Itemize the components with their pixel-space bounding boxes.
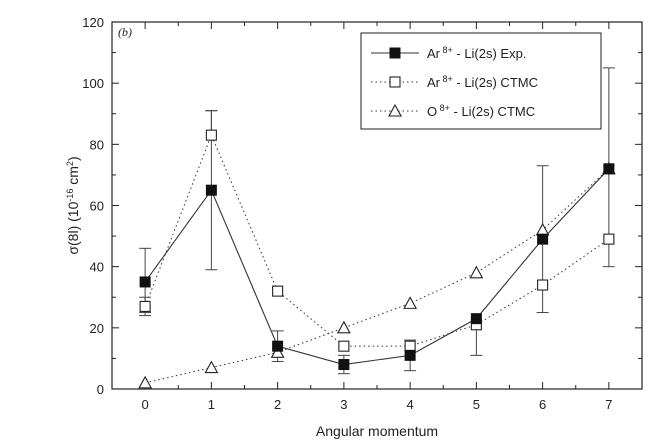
legend-marker — [389, 76, 401, 88]
legend-item-2: Ar 8+ - Li(2s) CTMC — [371, 74, 538, 90]
legend-label: O 8+ - Li(2s) CTMC — [427, 103, 535, 119]
x-tick-label: 5 — [473, 397, 480, 412]
series-2-point — [338, 340, 350, 352]
series-3-point — [204, 360, 219, 374]
y-tick-label: 20 — [90, 321, 104, 336]
legend: Ar 8+ - Li(2s) Exp. Ar 8+ - Li(2s) CTMC O … — [360, 32, 602, 130]
y-axis-title-close: ) — [65, 156, 81, 161]
x-tick-label: 0 — [142, 397, 149, 412]
legend-box — [360, 32, 602, 130]
series-1-point — [603, 163, 615, 175]
panel-label: (b) — [118, 25, 132, 39]
y-tick-label: 40 — [90, 260, 104, 275]
series-layer — [138, 67, 616, 389]
x-tick-label: 6 — [539, 397, 546, 412]
series-1-point — [338, 359, 350, 371]
x-tick-label: 3 — [340, 397, 347, 412]
series-1-point — [404, 349, 416, 361]
series-line-1 — [144, 168, 610, 366]
y-tick-label: 120 — [82, 15, 104, 30]
series-2-point — [404, 340, 416, 352]
x-tick-label: 7 — [605, 397, 612, 412]
y-tick-label: 80 — [90, 137, 104, 152]
series-3-point — [469, 265, 484, 279]
y-axis-title-exponent: -16 — [65, 189, 75, 202]
x-axis-title: Angular momentum — [316, 423, 438, 439]
series-3-point — [403, 296, 418, 309]
legend-label: Ar 8+ - Li(2s) CTMC — [427, 74, 538, 90]
series-1-point — [272, 340, 284, 352]
y-tick-label: 0 — [97, 382, 104, 397]
legend-marker — [389, 47, 401, 59]
y-axis-title: σ(8l) (10-16 cm2) — [65, 156, 81, 254]
series-1-point — [205, 184, 217, 196]
series-2-point — [537, 279, 549, 291]
legend-item-1: Ar 8+ - Li(2s) Exp. — [371, 45, 526, 61]
y-tick-label: 60 — [90, 199, 104, 214]
series-1-point — [470, 313, 482, 325]
series-1-point — [537, 233, 549, 245]
x-tick-label: 2 — [274, 397, 281, 412]
series-3-point — [336, 320, 351, 334]
legend-item-3: O 8+ - Li(2s) CTMC — [371, 103, 535, 119]
series-line-3 — [145, 168, 610, 384]
x-tick-label: 4 — [407, 397, 414, 412]
series-2-point — [603, 233, 615, 245]
x-tick-label: 1 — [208, 397, 215, 412]
series-3-point — [535, 222, 550, 236]
y-axis-title-main: σ(8l) (10 — [65, 201, 81, 254]
axis-ticks: 0 1 2 3 4 5 6 7 0 20 40 60 80 100 120 — [82, 15, 642, 412]
series-3-point — [270, 345, 285, 358]
series-2-point — [272, 285, 284, 297]
y-axis-title-square: 2 — [65, 161, 75, 166]
series-2-point — [139, 300, 151, 312]
series-1-point — [139, 276, 151, 288]
legend-marker — [388, 103, 402, 117]
y-tick-label: 100 — [82, 76, 104, 91]
series-line-2 — [144, 133, 610, 347]
series-3-point — [138, 375, 153, 389]
legend-label: Ar 8+ - Li(2s) Exp. — [427, 45, 526, 61]
y-axis-title-unit: cm — [65, 166, 81, 189]
series-2-point — [205, 129, 217, 141]
